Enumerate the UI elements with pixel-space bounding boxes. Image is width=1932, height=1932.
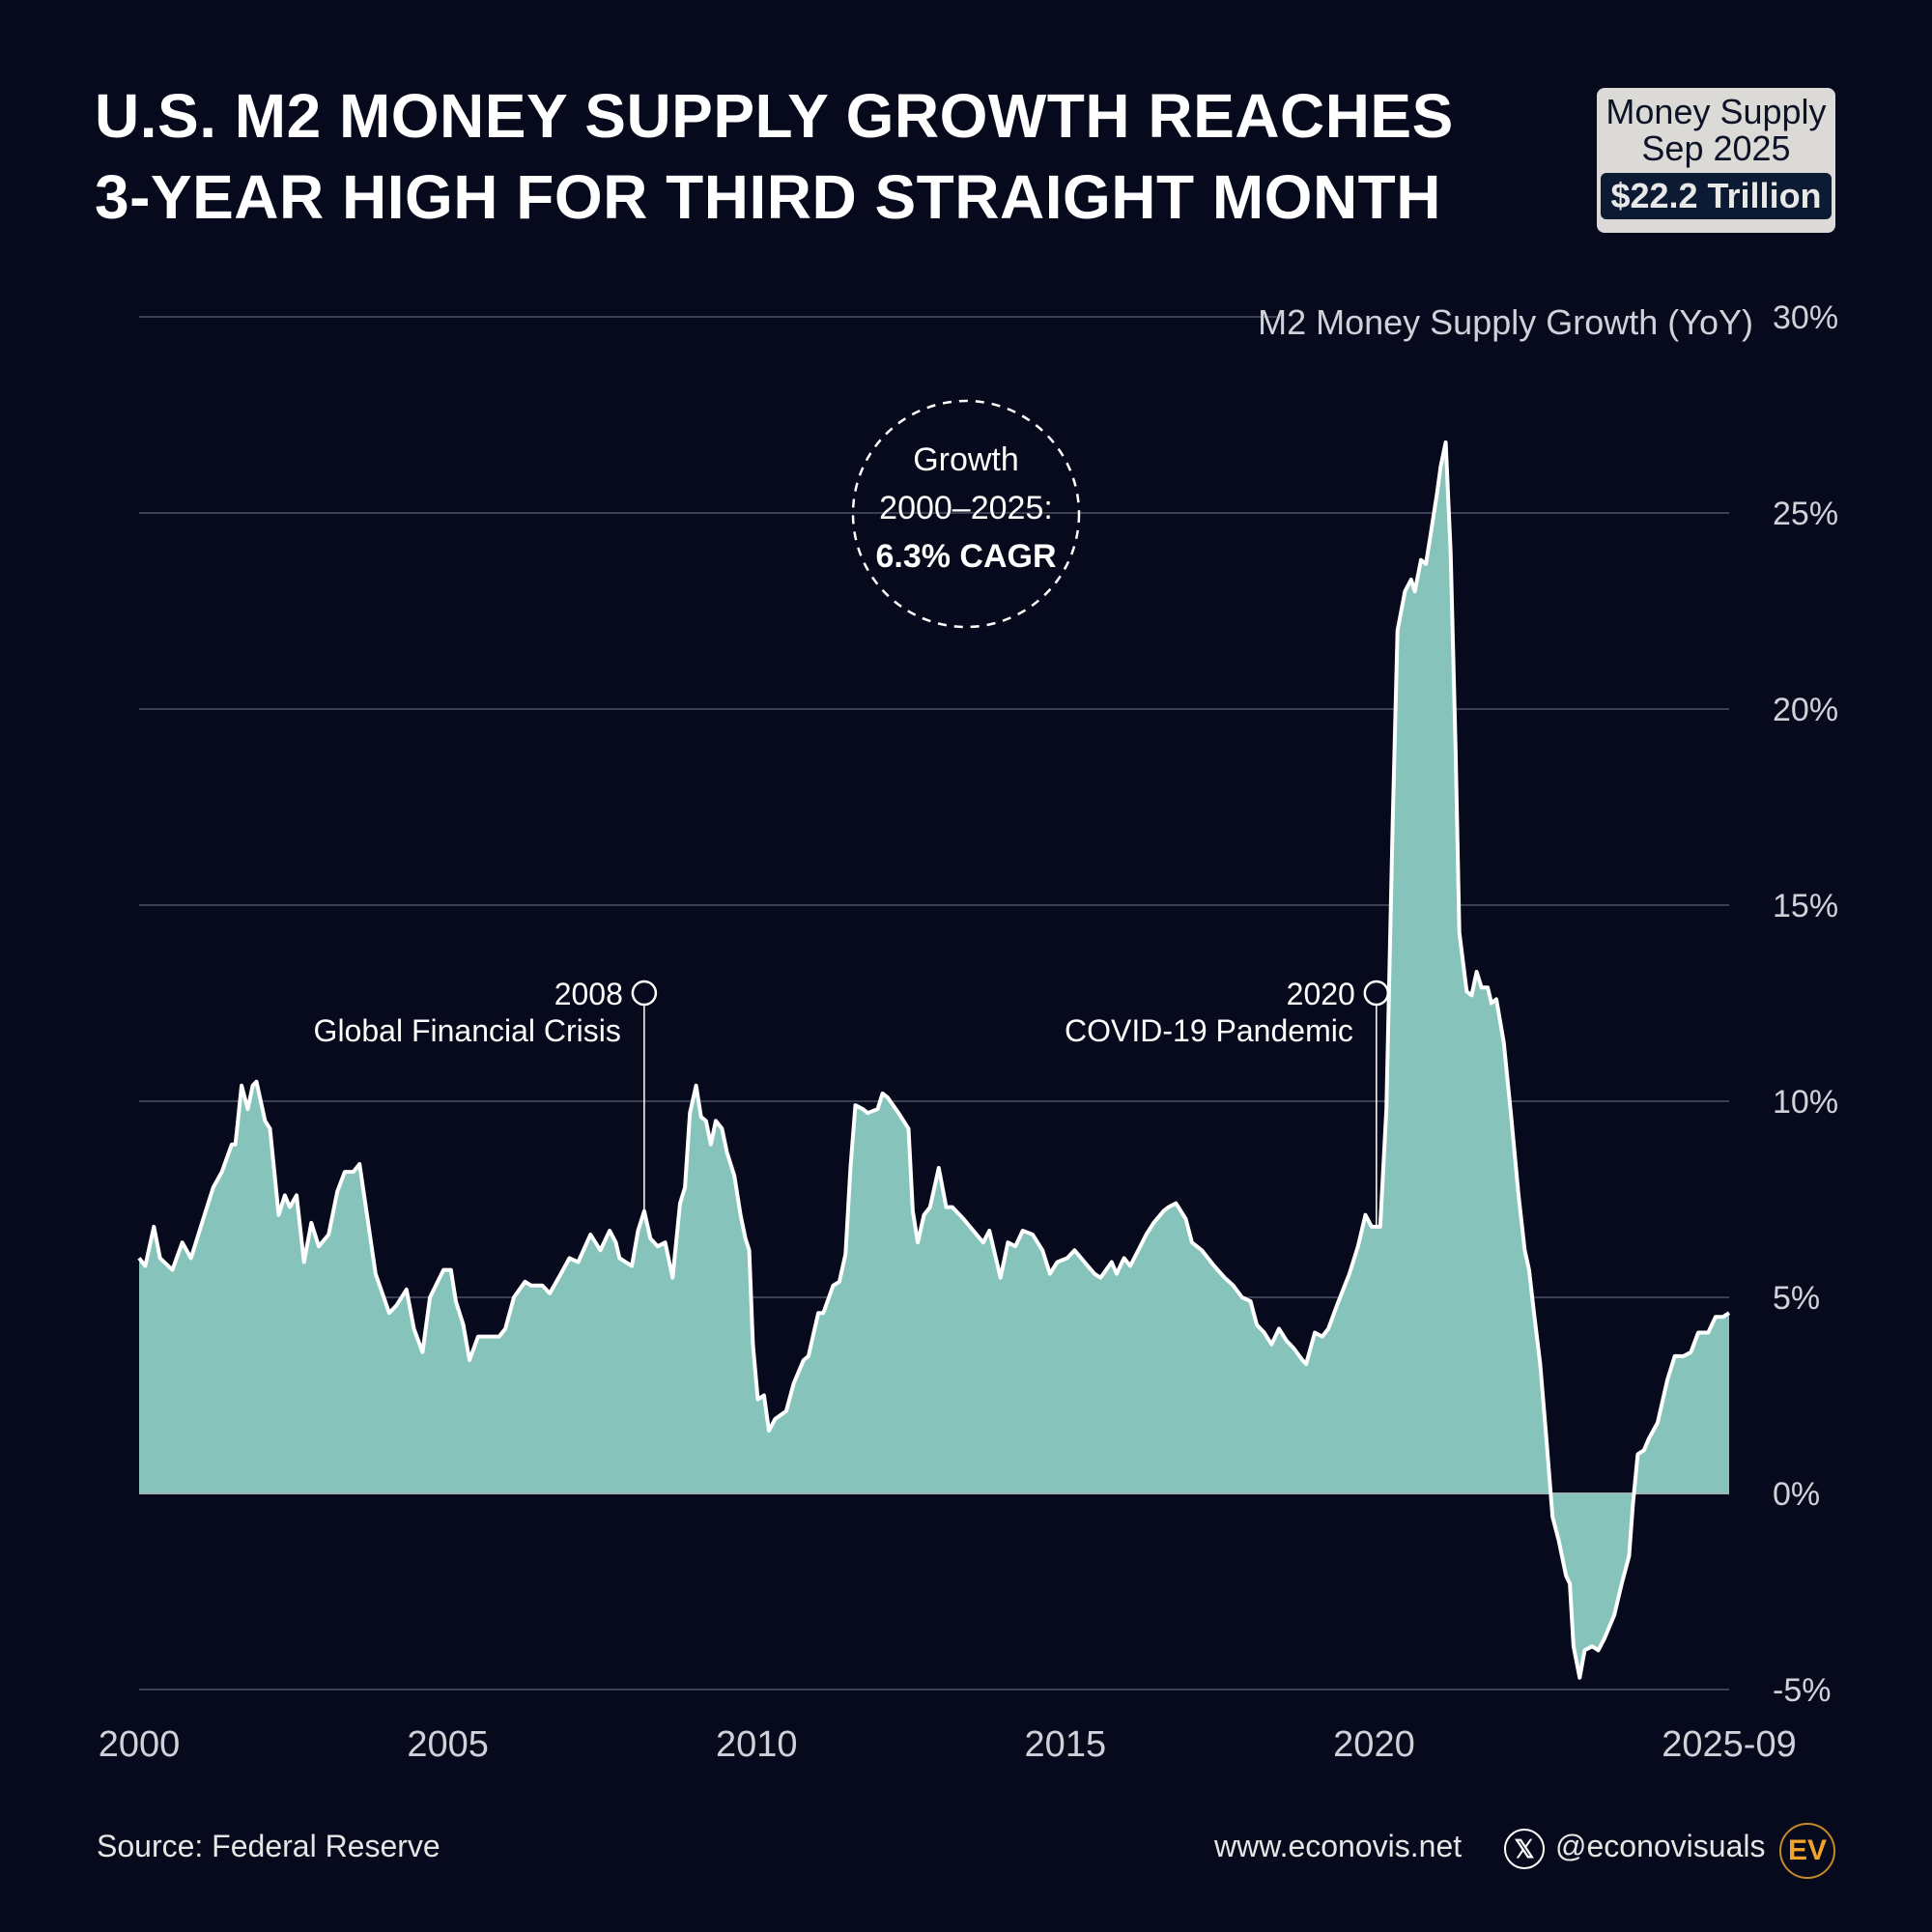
x-tick-label: 2000 bbox=[99, 1724, 181, 1765]
econovis-logo-icon: EV bbox=[1779, 1823, 1835, 1879]
badge-value: $22.2 Trillion bbox=[1601, 173, 1832, 219]
y-tick-label: 25% bbox=[1773, 496, 1838, 532]
chart-title: U.S. M2 MONEY SUPPLY GROWTH REACHES 3-YE… bbox=[95, 75, 1454, 238]
y-tick-label: 20% bbox=[1773, 692, 1838, 728]
callout-circle bbox=[851, 399, 1081, 629]
callout-line-2: 2000–2025: bbox=[879, 490, 1053, 526]
series-line bbox=[137, 440, 1731, 1680]
y-tick-label: 15% bbox=[1773, 888, 1838, 924]
y-tick-label: 10% bbox=[1773, 1084, 1838, 1121]
x-logo-icon: 𝕏 bbox=[1504, 1829, 1545, 1869]
x-tick-label: 2010 bbox=[716, 1724, 798, 1765]
x-tick-label: 2025-09 bbox=[1662, 1724, 1796, 1765]
area-fill bbox=[139, 441, 1729, 1678]
callout-cagr: 6.3% CAGR bbox=[875, 538, 1056, 575]
y-tick-label: 5% bbox=[1773, 1280, 1820, 1317]
source-note: Source: Federal Reserve bbox=[97, 1829, 440, 1863]
x-tick-label: 2020 bbox=[1333, 1724, 1415, 1765]
y-axis-label: M2 Money Supply Growth (YoY) bbox=[1258, 302, 1753, 342]
callout-line-1: Growth bbox=[913, 441, 1019, 478]
title-line-2: 3-YEAR HIGH FOR THIRD STRAIGHT MONTH bbox=[95, 162, 1441, 232]
annotation-year: 2008 bbox=[554, 977, 623, 1011]
y-tick-label: 0% bbox=[1773, 1476, 1820, 1513]
money-supply-badge: Money Supply Sep 2025 $22.2 Trillion bbox=[1597, 88, 1835, 233]
x-tick-label: 2005 bbox=[407, 1724, 489, 1765]
social-handle[interactable]: @econovisuals bbox=[1555, 1829, 1766, 1863]
title-line-1: U.S. M2 MONEY SUPPLY GROWTH REACHES bbox=[95, 81, 1454, 151]
y-tick-label: -5% bbox=[1773, 1672, 1831, 1709]
badge-label: Money Supply bbox=[1605, 92, 1827, 131]
annotation-label: Global Financial Crisis bbox=[314, 1013, 621, 1048]
website-link[interactable]: www.econovis.net bbox=[1214, 1829, 1463, 1863]
badge-date: Sep 2025 bbox=[1641, 128, 1791, 168]
annotation-marker bbox=[631, 980, 658, 1007]
annotation-label: COVID-19 Pandemic bbox=[1065, 1013, 1353, 1048]
annotation-marker bbox=[1363, 980, 1390, 1007]
cagr-callout: Growth 2000–2025: 6.3% CAGR bbox=[851, 399, 1081, 629]
x-tick-label: 2015 bbox=[1025, 1724, 1107, 1765]
y-tick-label: 30% bbox=[1773, 299, 1838, 336]
annotation-year: 2020 bbox=[1287, 977, 1355, 1011]
